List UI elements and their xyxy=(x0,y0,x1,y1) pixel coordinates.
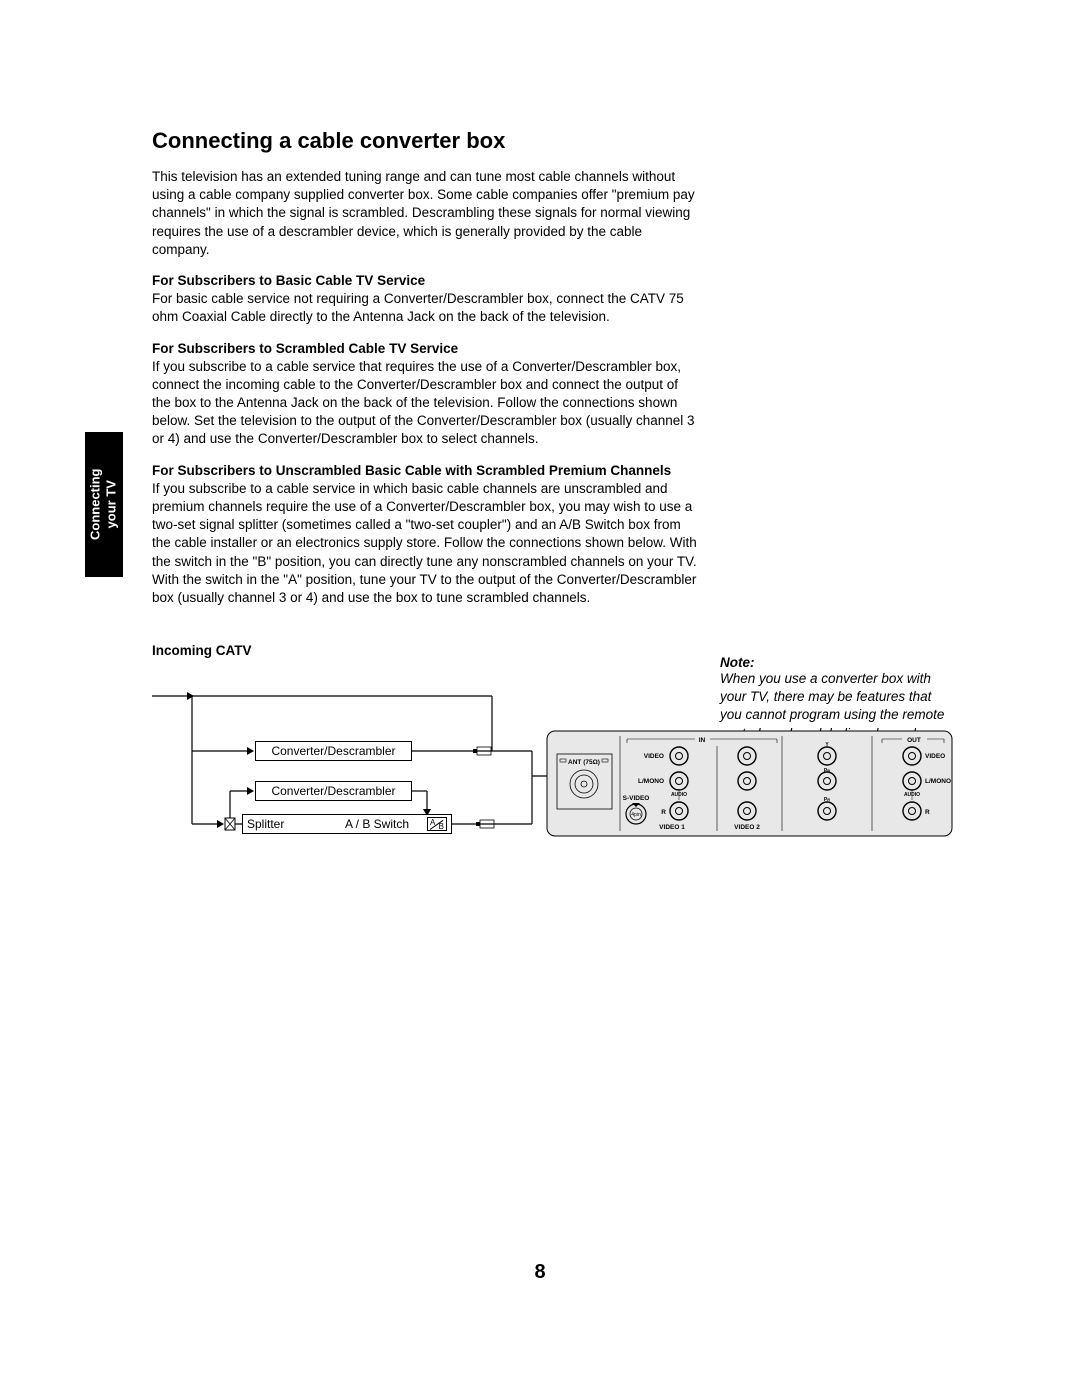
section-heading-1: For Subscribers to Scrambled Cable TV Se… xyxy=(152,341,697,356)
svg-text:R: R xyxy=(925,809,930,816)
section-body-0: For basic cable service not requiring a … xyxy=(152,290,697,326)
converter-box-2: Converter/Descrambler xyxy=(255,781,412,801)
page-number: 8 xyxy=(0,1261,1080,1284)
main-column: Connecting a cable converter box This te… xyxy=(152,128,697,607)
svg-text:VIDEO 1: VIDEO 1 xyxy=(659,824,685,831)
svg-text:OUT: OUT xyxy=(907,737,921,744)
intro-paragraph: This television has an extended tuning r… xyxy=(152,168,697,259)
svg-text:L/MONO: L/MONO xyxy=(638,778,664,785)
svg-text:L/MONO: L/MONO xyxy=(925,778,951,785)
svg-text:S-VIDEO: S-VIDEO xyxy=(623,795,650,802)
svg-text:IN: IN xyxy=(699,737,706,744)
ant-label: ANT (75Ω) xyxy=(568,759,600,766)
svg-text:VIDEO 2: VIDEO 2 xyxy=(734,824,760,831)
connection-diagram: ANT (75Ω) IN OUT VIDEO xyxy=(152,676,962,846)
section-body-1: If you subscribe to a cable service that… xyxy=(152,358,697,449)
splitter-abswitch-box: Splitter A / B Switch A B xyxy=(242,814,452,834)
svg-text:4pin: 4pin xyxy=(631,812,641,818)
splitter-label: Splitter xyxy=(247,817,284,831)
section-heading-0: For Subscribers to Basic Cable TV Servic… xyxy=(152,273,697,288)
note-heading: Note: xyxy=(720,655,945,670)
svg-text:R: R xyxy=(661,809,666,816)
abswitch-label: A / B Switch xyxy=(345,817,409,831)
ab-b-label: B xyxy=(439,822,444,831)
svg-text:VIDEO: VIDEO xyxy=(644,753,664,760)
svg-text:VIDEO: VIDEO xyxy=(925,753,945,760)
section-body-2: If you subscribe to a cable service in w… xyxy=(152,480,697,608)
page-title: Connecting a cable converter box xyxy=(152,128,697,154)
section-heading-2: For Subscribers to Unscrambled Basic Cab… xyxy=(152,463,697,478)
converter-box-1: Converter/Descrambler xyxy=(255,741,412,761)
page-content: Connecting a cable converter box This te… xyxy=(0,0,1080,886)
